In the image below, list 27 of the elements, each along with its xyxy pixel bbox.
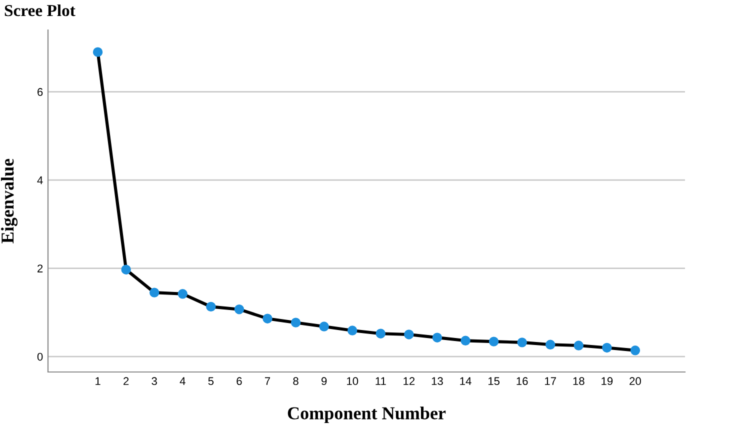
x-tick-label: 8 [293,377,298,386]
x-tick-label: 7 [264,377,270,385]
x-tick-label: 16 [516,377,528,386]
x-tick-label: 14 [460,377,472,385]
x-tick-label: 5 [208,377,214,386]
x-tick-label: 13 [432,377,443,386]
y-axis-title: Eigenvalue [1,158,18,244]
y-tick-label: 4 [37,176,43,184]
x-axis-title: Component Number [288,406,446,424]
x-tick-label: 6 [236,377,242,386]
x-tick-label: 4 [180,377,186,385]
x-tick-label: 20 [630,377,641,386]
x-tick-label: 3 [152,377,157,386]
x-tick-label: 2 [124,377,129,385]
x-tick-label: 10 [347,377,358,386]
x-tick-label: 15 [488,377,500,386]
y-tick-label: 2 [38,264,43,272]
x-tick-label: 17 [545,377,556,385]
x-tick-label: 9 [322,377,327,386]
x-tick-label: 18 [573,377,584,386]
x-tick-label: 11 [376,377,386,385]
x-tick-label: 12 [404,377,415,385]
y-tick-label: 6 [38,88,43,96]
y-tick-label: 0 [37,352,43,361]
x-tick-label: 1 [96,377,100,385]
chart-title: Scree Plot [4,4,76,16]
x-tick-label: 19 [602,377,613,386]
